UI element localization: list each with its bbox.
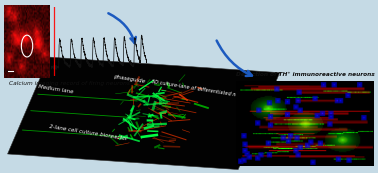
Text: Calcium imaging record of firing neurons: Calcium imaging record of firing neurons <box>9 81 130 86</box>
Text: 3D culture-lane of differentiated neurons: 3D culture-lane of differentiated neuron… <box>151 79 253 100</box>
Text: Medium lane: Medium lane <box>38 84 74 94</box>
Text: Detection of TH⁺ immunoreactive neurons: Detection of TH⁺ immunoreactive neurons <box>236 72 375 77</box>
Polygon shape <box>8 57 280 170</box>
Text: phaseguide: phaseguide <box>113 74 146 84</box>
Text: 2-lane cell culture bioreactor: 2-lane cell culture bioreactor <box>49 124 128 141</box>
